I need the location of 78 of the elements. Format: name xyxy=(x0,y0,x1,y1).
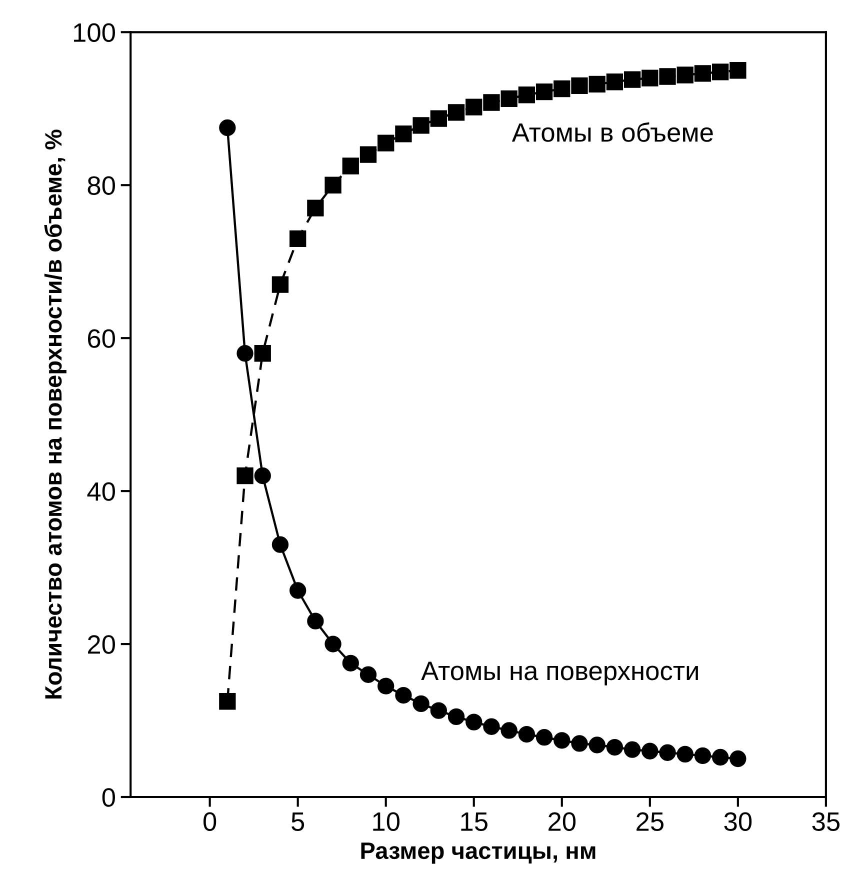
point xyxy=(659,744,676,761)
series-label: Атомы на поверхности xyxy=(421,662,698,686)
point xyxy=(676,66,694,84)
point xyxy=(588,736,606,754)
point xyxy=(254,467,271,484)
y-axis-title: Количество атомов на поверхности/в объеме, % xyxy=(44,130,66,699)
series-label: Атомы в объеме xyxy=(512,122,713,142)
point xyxy=(730,750,746,768)
x-tick-label: 25 xyxy=(636,812,664,831)
point xyxy=(412,695,430,712)
point xyxy=(342,158,359,174)
point xyxy=(518,86,536,104)
point xyxy=(236,467,254,484)
y-tick-label: 100 xyxy=(74,23,115,42)
y-tick-label: 80 xyxy=(88,176,115,195)
point xyxy=(554,80,570,98)
point xyxy=(588,76,606,92)
point xyxy=(624,71,641,88)
point xyxy=(430,702,447,719)
y-tick-label: 60 xyxy=(88,329,115,348)
x-tick-label: 35 xyxy=(812,812,840,831)
point xyxy=(378,678,394,694)
point xyxy=(307,612,324,630)
point xyxy=(483,718,500,735)
x-tick-label: 10 xyxy=(373,812,400,831)
point xyxy=(500,722,518,739)
y-tick-label: 0 xyxy=(102,788,115,807)
x-tick-label: 15 xyxy=(461,812,488,831)
point xyxy=(642,70,658,86)
point xyxy=(236,345,254,362)
point xyxy=(395,686,412,704)
point xyxy=(412,117,430,134)
point xyxy=(272,536,289,553)
point xyxy=(324,636,342,652)
x-tick-label: 0 xyxy=(204,812,216,831)
point xyxy=(395,126,412,142)
point xyxy=(571,77,588,94)
point xyxy=(606,74,624,90)
point xyxy=(360,146,377,163)
point xyxy=(254,345,271,362)
point xyxy=(500,90,518,108)
point xyxy=(694,65,712,82)
point xyxy=(483,94,500,111)
point xyxy=(219,693,236,710)
point xyxy=(360,666,377,683)
point xyxy=(466,714,482,730)
point xyxy=(448,104,465,121)
point xyxy=(712,64,729,80)
x-tick-label: 5 xyxy=(292,812,304,831)
point xyxy=(694,747,712,764)
point xyxy=(536,729,553,746)
point xyxy=(536,83,553,100)
point xyxy=(289,230,306,247)
point xyxy=(642,742,658,760)
point xyxy=(307,200,324,216)
point xyxy=(606,738,624,756)
point xyxy=(518,726,536,743)
point xyxy=(676,746,694,763)
point xyxy=(624,741,641,758)
x-tick-label: 20 xyxy=(548,812,576,831)
point xyxy=(466,98,482,116)
point xyxy=(571,735,588,752)
point xyxy=(342,654,359,672)
point xyxy=(378,134,394,152)
y-tick-label: 20 xyxy=(88,635,115,654)
point xyxy=(659,68,676,85)
point xyxy=(448,708,465,726)
point xyxy=(219,119,236,136)
point xyxy=(324,176,342,194)
point xyxy=(554,732,570,749)
point xyxy=(730,62,746,79)
point xyxy=(272,276,289,293)
point xyxy=(430,110,447,127)
point xyxy=(289,582,306,599)
y-tick-label: 40 xyxy=(87,482,115,501)
point xyxy=(712,748,729,766)
x-axis-title: Размер частицы, нм xyxy=(361,842,596,864)
x-tick-label: 30 xyxy=(724,812,752,831)
